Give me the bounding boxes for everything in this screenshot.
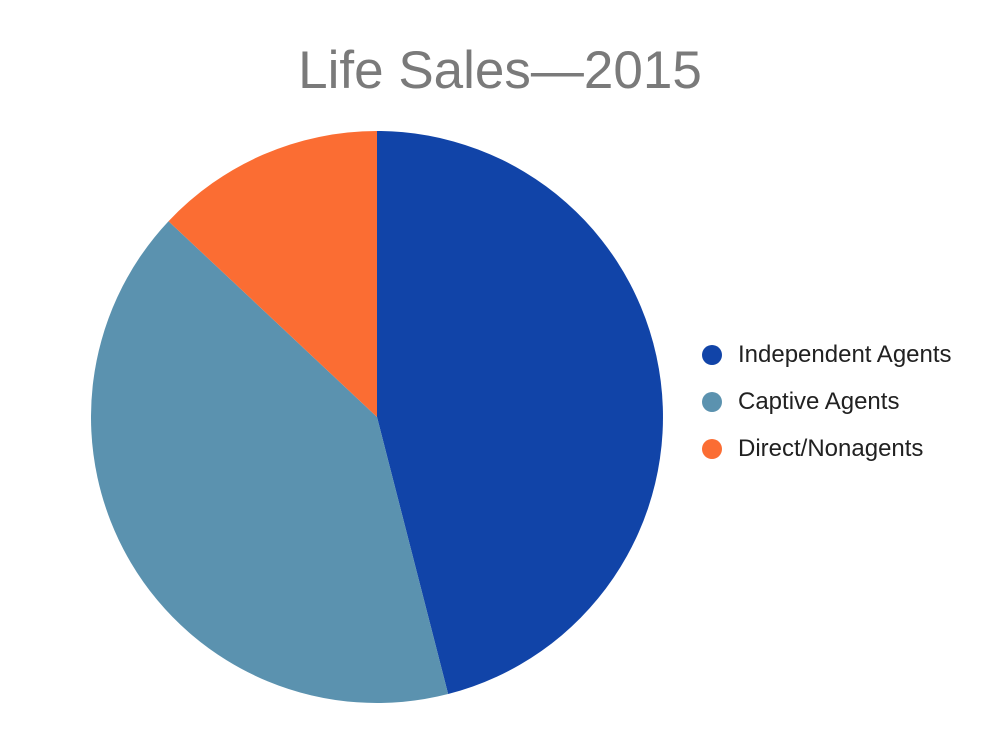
pie-slice-direct-nonagents[interactable] — [168, 131, 377, 417]
legend-swatch-captive-agents-icon — [702, 392, 722, 412]
legend-label-independent-agents: Independent Agents — [738, 341, 952, 368]
pie-slice-captive-agents[interactable] — [91, 221, 449, 703]
legend-label-direct-nonagents: Direct/Nonagents — [738, 435, 924, 462]
pie-slice-independent-agents[interactable] — [377, 131, 663, 695]
legend-swatch-direct-nonagents-icon — [702, 439, 722, 459]
legend-item-captive-agents: Captive Agents — [702, 390, 952, 414]
legend: Independent Agents Captive Agents Direct… — [702, 343, 952, 461]
legend-item-independent-agents: Independent Agents — [702, 343, 952, 367]
legend-swatch-independent-agents-icon — [702, 345, 722, 365]
legend-label-captive-agents: Captive Agents — [738, 388, 900, 415]
pie-chart — [91, 131, 663, 703]
legend-item-direct-nonagents: Direct/Nonagents — [702, 437, 952, 461]
chart-title: Life Sales—2015 — [298, 41, 702, 100]
